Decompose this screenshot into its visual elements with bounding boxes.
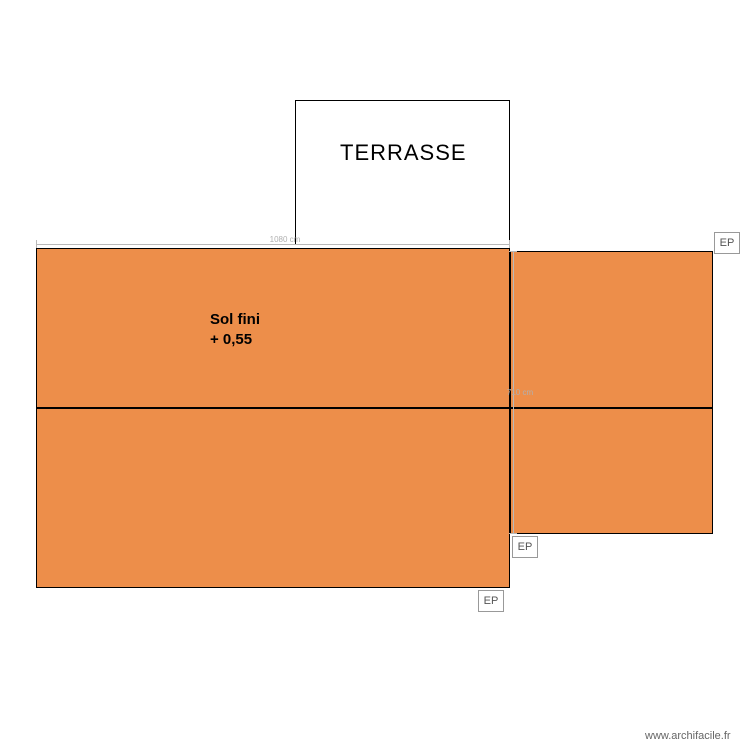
ep-label: EP [518, 541, 533, 553]
dim-horizontal [36, 244, 510, 245]
ep-box-mid: EP [512, 536, 538, 558]
room-upper-right [510, 251, 713, 408]
terrasse-label: TERRASSE [340, 140, 467, 166]
dim-h-label: 1080 cm [260, 235, 310, 244]
room-lower-right [510, 408, 713, 534]
ep-box-bottom: EP [478, 590, 504, 612]
ep-box-top-right: EP [714, 232, 740, 254]
watermark-link[interactable]: www.archifacile.fr [645, 730, 731, 742]
sol-fini-label: Sol fini + 0,55 [210, 310, 260, 349]
dim-v-tick-top [509, 251, 517, 252]
dim-h-tick-left [36, 240, 37, 248]
room-lower-left [36, 408, 510, 588]
sol-line1: Sol fini [210, 311, 260, 328]
ep-label: EP [720, 237, 735, 249]
room-upper-left [36, 248, 510, 408]
ep-label: EP [484, 595, 499, 607]
floor-plan-stage: TERRASSE 1080 cm Sol fini + 0,55 710 cm … [0, 0, 750, 750]
terrasse-box [295, 100, 510, 245]
dim-v-label: 710 cm [495, 388, 545, 397]
dim-h-tick-right [509, 240, 510, 248]
dim-v-tick-bot [509, 533, 517, 534]
sol-line2: + 0,55 [210, 331, 252, 348]
